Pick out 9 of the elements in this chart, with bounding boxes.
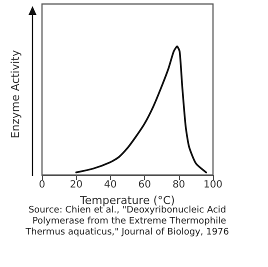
x-tick-label: 100 [203, 180, 223, 190]
x-tick-label: 40 [104, 180, 117, 190]
x-axis-title: Temperature (°C) [79, 194, 175, 207]
x-tick-label: 20 [70, 180, 83, 190]
x-tick-label: 80 [172, 180, 186, 190]
x-tick-label: 0 [38, 180, 46, 190]
x-tick-label: 60 [138, 180, 151, 190]
source-note: Source: Chien et al., "Deoxyribonucleic Acid Polymerase from the Extreme Thermophile Thermus aquaticus," Journal of Biology, 1976 [24, 206, 230, 238]
y-axis-title: Enzyme Activity [9, 50, 22, 138]
